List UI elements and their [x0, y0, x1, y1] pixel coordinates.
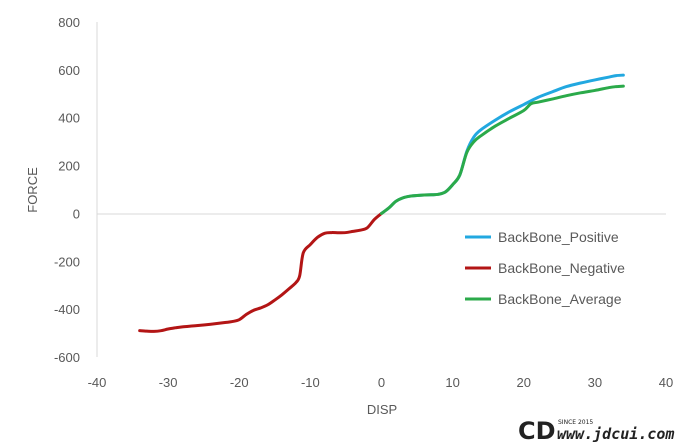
x-tick-labels: -40 -30 -20 -10 0 10 20 30 40 [88, 375, 674, 390]
x-tick-label: 0 [378, 375, 385, 390]
legend: BackBone_Positive BackBone_Negative BackBo… [465, 229, 625, 307]
y-tick-label: -600 [54, 350, 80, 365]
legend-label: BackBone_Average [498, 291, 622, 307]
x-tick-label: -20 [230, 375, 249, 390]
y-tick-label: 800 [58, 15, 80, 30]
y-tick-label: 0 [73, 206, 80, 221]
watermark-logo: CD [518, 417, 556, 445]
x-tick-label: 20 [517, 375, 531, 390]
legend-label: BackBone_Negative [498, 260, 625, 276]
y-tick-label: -400 [54, 302, 80, 317]
series-group [138, 73, 625, 333]
x-tick-label: 30 [588, 375, 602, 390]
legend-label: BackBone_Positive [498, 229, 619, 245]
legend-item-negative: BackBone_Negative [465, 260, 625, 276]
y-tick-label: 400 [58, 111, 80, 126]
watermark-url: www.jdcui.com [557, 425, 674, 443]
legend-item-positive: BackBone_Positive [465, 229, 619, 245]
x-tick-label: -30 [159, 375, 178, 390]
x-tick-label: -40 [88, 375, 107, 390]
watermark-since: SINCE 2015 [558, 419, 593, 426]
x-tick-label: 40 [659, 375, 673, 390]
y-tick-label: 200 [58, 159, 80, 174]
y-tick-label: 600 [58, 63, 80, 78]
x-tick-label: -10 [301, 375, 320, 390]
y-axis-title: FORCE [25, 167, 40, 213]
y-tick-labels: -600 -400 -200 0 200 400 600 800 [54, 15, 80, 365]
legend-item-average: BackBone_Average [465, 291, 622, 307]
x-tick-label: 10 [445, 375, 459, 390]
watermark: CD SINCE 2015 www.jdcui.com [518, 417, 674, 445]
series-average-line [380, 84, 625, 215]
series-negative-line [138, 211, 383, 333]
x-axis-title: DISP [367, 402, 397, 417]
y-tick-label: -200 [54, 254, 80, 269]
series-positive-line [380, 73, 625, 215]
